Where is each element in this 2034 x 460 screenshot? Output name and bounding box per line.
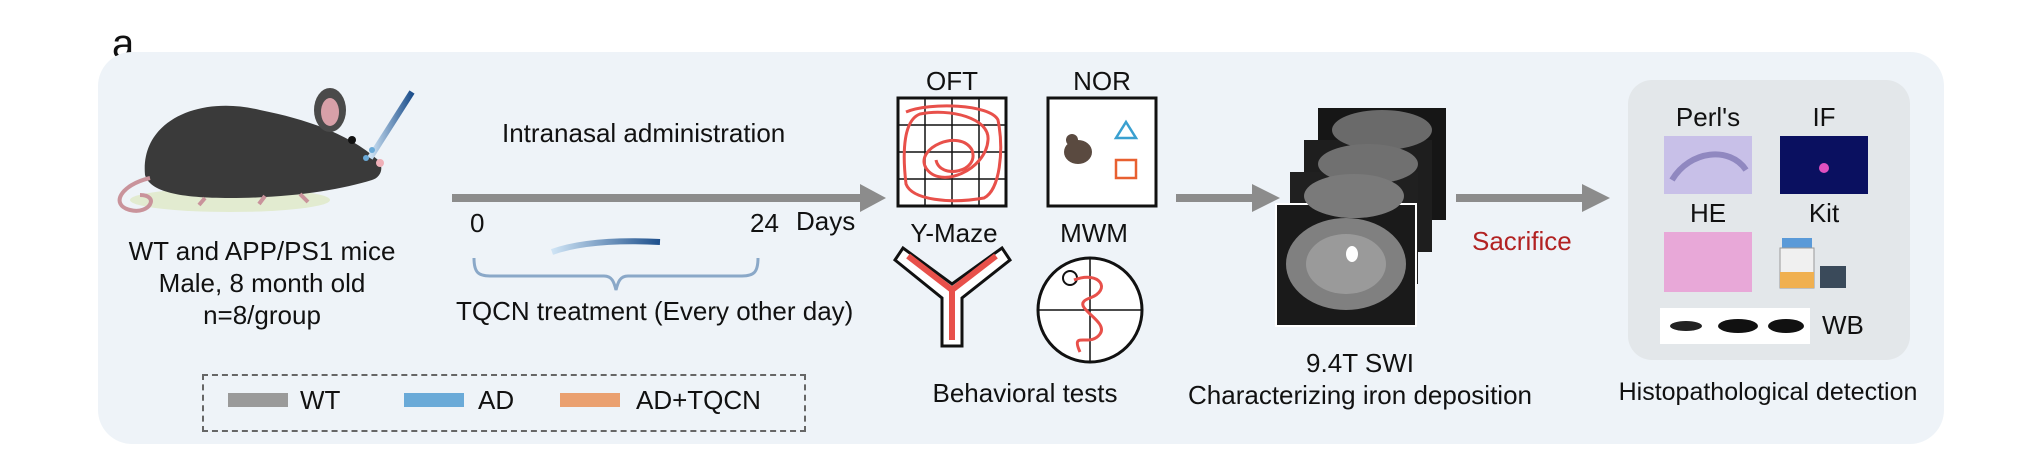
mri-line-1: 9.4T SWI: [1306, 348, 1414, 378]
legend-swatch-ad: [404, 393, 464, 407]
he-stain-image: [1664, 232, 1752, 292]
test-label-mwm: MWM: [1060, 218, 1128, 248]
nor-arena: [1046, 96, 1158, 208]
mouse-illustration: [117, 88, 415, 213]
perls-stain-image: [1664, 136, 1752, 194]
legend-box: [202, 374, 806, 432]
dropper-icon: [550, 238, 661, 255]
mwm-pool: [1036, 256, 1144, 364]
histo-label-he: HE: [1689, 198, 1727, 228]
legend-label-wt: WT: [300, 385, 341, 415]
route-label: Intranasal administration: [502, 118, 786, 148]
oft-arena: [896, 96, 1008, 208]
legend-swatch-wt: [228, 393, 288, 407]
legend-label-ad-tqcn: AD+TQCN: [636, 385, 761, 415]
y-maze: [892, 245, 1013, 348]
mri-line-2: Characterizing iron deposition: [1188, 380, 1532, 410]
arrow-to-mri: [1176, 184, 1280, 212]
timeline-start: 0: [470, 208, 485, 238]
test-label-ymaze: Y-Maze: [910, 218, 998, 248]
timeline-unit: Days: [796, 206, 856, 236]
kit-icon: [1779, 238, 1846, 289]
histology-caption: Histopathological detection: [1618, 378, 1918, 406]
timeline-arrow: [452, 184, 886, 212]
subjects-line-1: WT and APP/PS1 mice: [128, 236, 396, 266]
histo-label-perls: Perl's: [1675, 102, 1741, 132]
histo-label-wb: WB: [1822, 310, 1864, 340]
test-label-oft: OFT: [926, 66, 978, 96]
test-label-nor: NOR: [1073, 66, 1131, 96]
subjects-line-2: Male, 8 month old: [158, 268, 366, 298]
legend-swatch-ad-tqcn: [560, 393, 620, 407]
histo-label-kit: Kit: [1808, 198, 1840, 228]
treatment-bracket: [472, 257, 760, 291]
histo-label-if: IF: [1812, 102, 1836, 132]
behavior-caption: Behavioral tests: [932, 378, 1118, 408]
legend-label-ad: AD: [478, 385, 515, 415]
timeline-end: 24: [750, 208, 779, 238]
treatment-label: TQCN treatment (Every other day): [456, 296, 854, 326]
arrow-to-histology: [1456, 184, 1610, 212]
mri-stack: [1275, 108, 1446, 327]
sacrifice-label: Sacrifice: [1472, 226, 1572, 256]
subjects-line-3: n=8/group: [203, 300, 321, 330]
